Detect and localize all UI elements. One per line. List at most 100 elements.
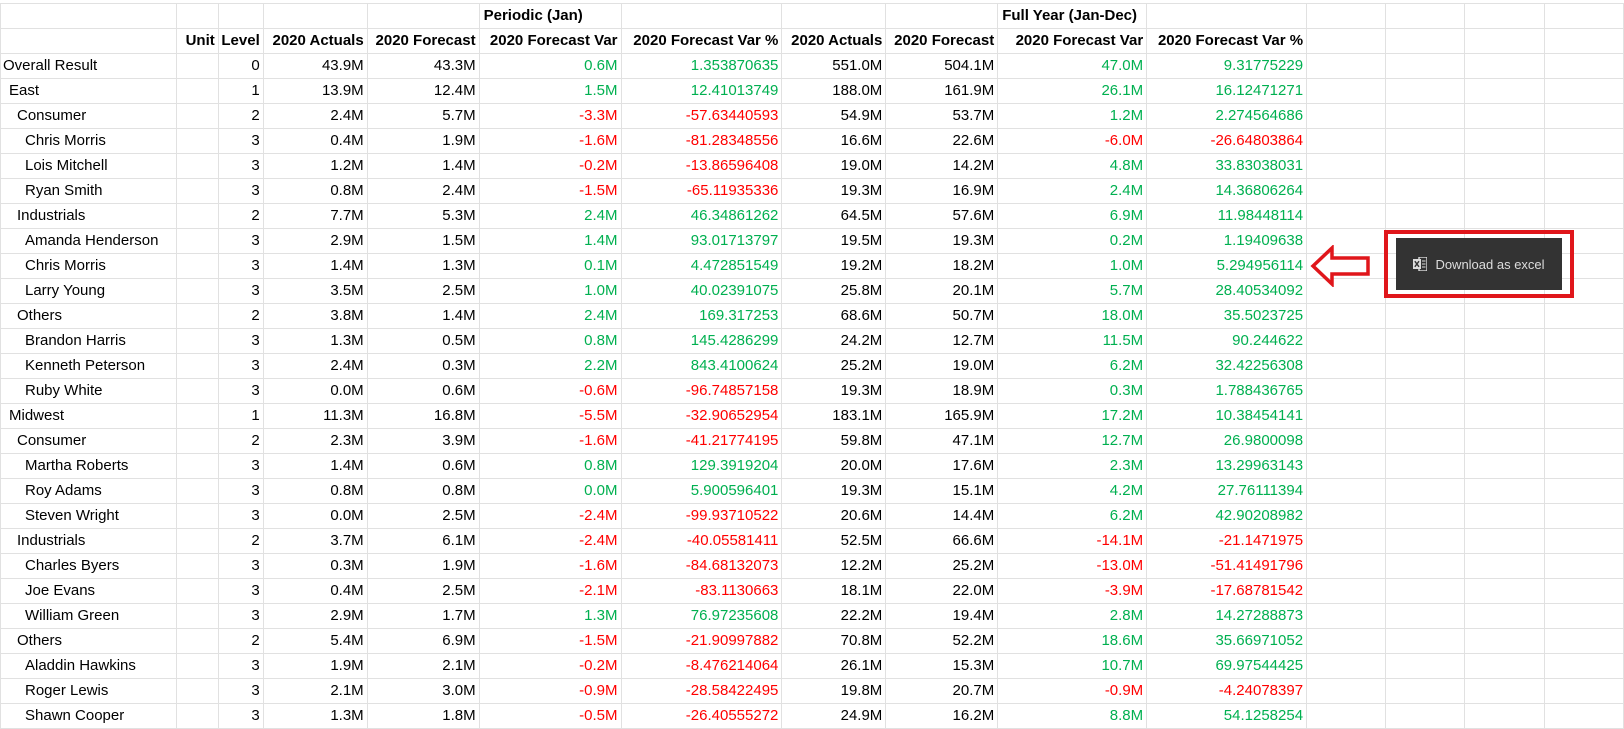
row-name-cell[interactable]: Overall Result [0, 53, 177, 79]
value-cell[interactable]: 24.9M [781, 703, 887, 729]
value-cell[interactable]: 2.2M [478, 353, 622, 379]
value-cell[interactable]: 17.2M [997, 403, 1148, 429]
value-cell[interactable]: -28.58422495 [620, 678, 783, 704]
value-cell[interactable]: -1.5M [478, 178, 622, 204]
level-cell[interactable]: 3 [217, 703, 264, 729]
empty-cell[interactable] [1385, 528, 1466, 554]
value-cell[interactable]: 19.4M [885, 603, 999, 629]
unit-cell[interactable] [175, 153, 219, 179]
empty-cell[interactable] [1464, 628, 1545, 654]
value-cell[interactable]: 19.0M [781, 153, 887, 179]
value-cell[interactable]: 15.3M [885, 653, 999, 679]
empty-cell[interactable] [1385, 28, 1466, 54]
value-cell[interactable]: 2.5M [366, 578, 480, 604]
value-cell[interactable]: 17.6M [885, 453, 999, 479]
column-header[interactable]: 2020 Forecast [885, 28, 999, 54]
value-cell[interactable]: 6.9M [997, 203, 1148, 229]
value-cell[interactable]: 1.0M [997, 253, 1148, 279]
value-cell[interactable]: 0.2M [997, 228, 1148, 254]
empty-cell[interactable] [1385, 103, 1466, 129]
empty-cell[interactable] [1543, 528, 1624, 554]
empty-cell[interactable] [1385, 203, 1466, 229]
value-cell[interactable]: 2.4M [262, 103, 368, 129]
empty-cell[interactable] [1306, 553, 1387, 579]
row-name-cell[interactable]: East [0, 78, 177, 104]
value-cell[interactable]: 0.8M [478, 453, 622, 479]
empty-cell[interactable] [262, 3, 368, 29]
empty-cell[interactable] [1385, 428, 1466, 454]
value-cell[interactable]: 12.2M [781, 553, 887, 579]
value-cell[interactable]: 0.6M [366, 453, 480, 479]
value-cell[interactable]: -83.1130663 [620, 578, 783, 604]
unit-cell[interactable] [175, 353, 219, 379]
unit-cell[interactable] [175, 228, 219, 254]
unit-cell[interactable] [175, 678, 219, 704]
level-cell[interactable]: 2 [217, 103, 264, 129]
value-cell[interactable]: -3.3M [478, 103, 622, 129]
value-cell[interactable]: -1.5M [478, 628, 622, 654]
empty-cell[interactable] [1543, 303, 1624, 329]
column-header[interactable]: 2020 Forecast Var [997, 28, 1148, 54]
value-cell[interactable]: 26.1M [781, 653, 887, 679]
row-name-cell[interactable]: Aladdin Hawkins [0, 653, 177, 679]
empty-cell[interactable] [1385, 53, 1466, 79]
value-cell[interactable]: 13.9M [262, 78, 368, 104]
level-cell[interactable]: 3 [217, 128, 264, 154]
empty-cell[interactable] [1464, 403, 1545, 429]
empty-cell[interactable] [1306, 153, 1387, 179]
value-cell[interactable]: 64.5M [781, 203, 887, 229]
value-cell[interactable]: 1.5M [366, 228, 480, 254]
value-cell[interactable]: 10.38454141 [1146, 403, 1308, 429]
value-cell[interactable]: 25.2M [885, 553, 999, 579]
unit-cell[interactable] [175, 253, 219, 279]
empty-cell[interactable] [1543, 128, 1624, 154]
unit-cell[interactable] [175, 103, 219, 129]
value-cell[interactable]: 1.19409638 [1146, 228, 1308, 254]
group-header-fullyear[interactable]: Full Year (Jan-Dec) [997, 3, 1148, 29]
empty-cell[interactable] [1543, 578, 1624, 604]
value-cell[interactable]: 27.76111394 [1146, 478, 1308, 504]
level-cell[interactable]: 0 [217, 53, 264, 79]
empty-cell[interactable] [1464, 178, 1545, 204]
level-cell[interactable]: 3 [217, 328, 264, 354]
value-cell[interactable]: 6.2M [997, 503, 1148, 529]
value-cell[interactable]: 2.9M [262, 228, 368, 254]
value-cell[interactable]: 145.4286299 [620, 328, 783, 354]
unit-cell[interactable] [175, 553, 219, 579]
row-name-cell[interactable]: Steven Wright [0, 503, 177, 529]
value-cell[interactable]: 19.2M [781, 253, 887, 279]
value-cell[interactable]: -2.4M [478, 503, 622, 529]
empty-cell[interactable] [1543, 178, 1624, 204]
value-cell[interactable]: 26.9800098 [1146, 428, 1308, 454]
value-cell[interactable]: -0.6M [478, 378, 622, 404]
value-cell[interactable]: 35.66971052 [1146, 628, 1308, 654]
value-cell[interactable]: 2.5M [366, 503, 480, 529]
column-header[interactable]: 2020 Actuals [262, 28, 368, 54]
column-header[interactable]: 2020 Forecast Var % [1146, 28, 1308, 54]
row-name-cell[interactable]: Consumer [0, 428, 177, 454]
value-cell[interactable]: 54.1258254 [1146, 703, 1308, 729]
row-name-cell[interactable]: Ryan Smith [0, 178, 177, 204]
value-cell[interactable]: 2.4M [262, 353, 368, 379]
empty-cell[interactable] [1306, 628, 1387, 654]
value-cell[interactable]: 1.4M [262, 253, 368, 279]
value-cell[interactable]: 129.3919204 [620, 453, 783, 479]
value-cell[interactable]: -57.63440593 [620, 103, 783, 129]
column-header[interactable] [0, 28, 177, 54]
value-cell[interactable]: 2.4M [478, 203, 622, 229]
value-cell[interactable]: 19.3M [885, 228, 999, 254]
empty-cell[interactable] [1385, 578, 1466, 604]
unit-cell[interactable] [175, 628, 219, 654]
value-cell[interactable]: 5.900596401 [620, 478, 783, 504]
value-cell[interactable]: 2.4M [478, 303, 622, 329]
level-cell[interactable]: 1 [217, 78, 264, 104]
level-cell[interactable]: 3 [217, 278, 264, 304]
unit-cell[interactable] [175, 78, 219, 104]
value-cell[interactable]: 1.3M [262, 328, 368, 354]
value-cell[interactable]: 12.7M [997, 428, 1148, 454]
level-cell[interactable]: 2 [217, 428, 264, 454]
value-cell[interactable]: 46.34861262 [620, 203, 783, 229]
value-cell[interactable]: -1.6M [478, 128, 622, 154]
value-cell[interactable]: -21.1471975 [1146, 528, 1308, 554]
empty-cell[interactable] [1543, 478, 1624, 504]
